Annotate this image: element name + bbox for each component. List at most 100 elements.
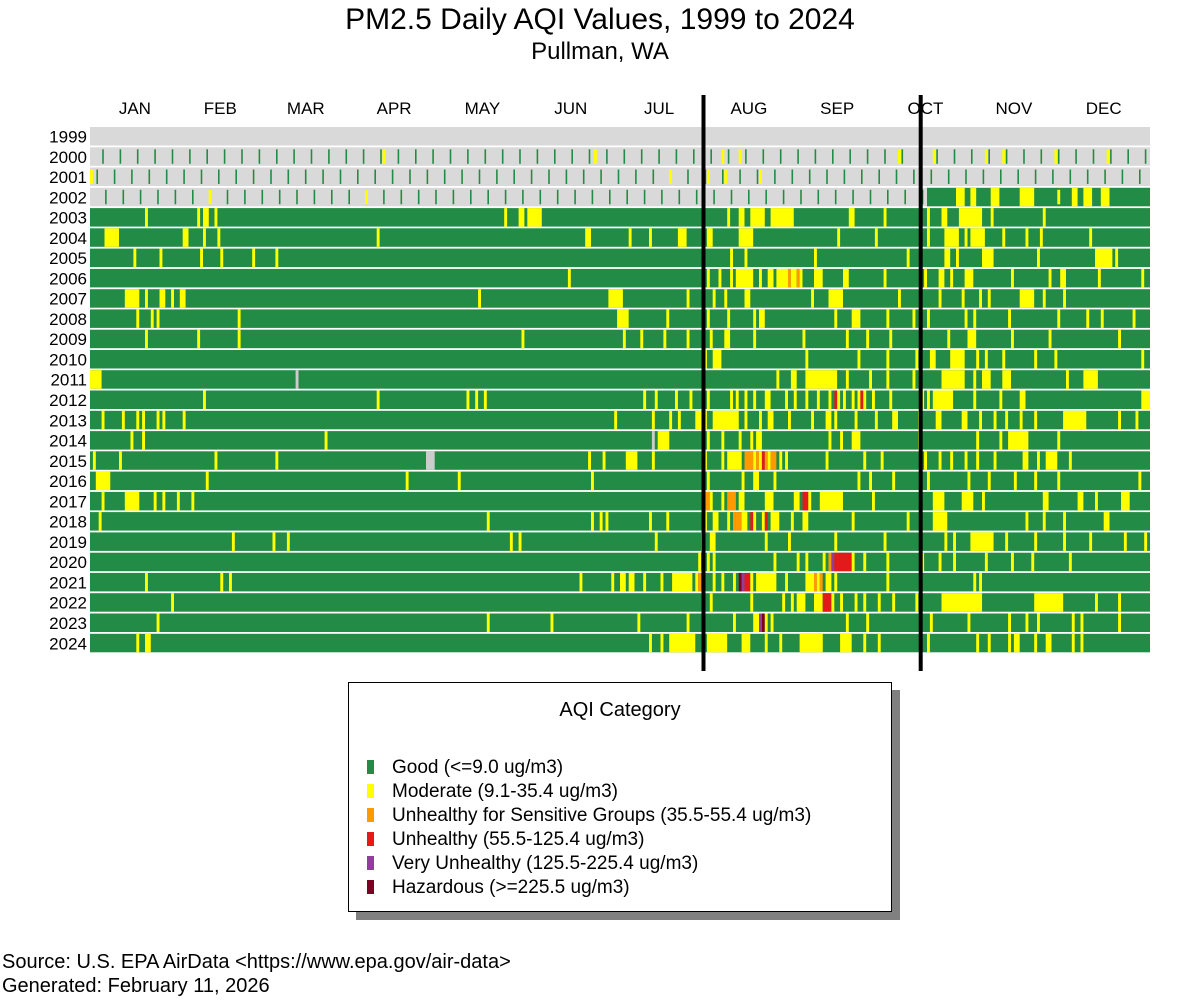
day-cell — [661, 189, 663, 205]
day-cell — [878, 169, 880, 184]
day-cell — [730, 248, 733, 268]
day-cell — [1008, 633, 1011, 653]
day-cell — [150, 309, 154, 328]
day-cell — [927, 309, 930, 328]
month-label-sep: SEP — [820, 99, 854, 118]
day-cell — [521, 329, 525, 349]
day-cell — [1063, 410, 1087, 430]
day-cell — [237, 309, 241, 328]
day-cell — [162, 410, 166, 430]
day-cell — [785, 451, 788, 470]
day-cell — [802, 329, 806, 349]
day-cell — [938, 451, 942, 470]
day-cell — [973, 309, 977, 328]
day-cell — [470, 189, 472, 205]
day-cell — [208, 189, 212, 205]
day-cell — [872, 491, 875, 511]
day-cell — [741, 572, 745, 592]
day-cell — [802, 512, 809, 531]
day-cell — [877, 633, 881, 653]
day-cell — [113, 169, 116, 184]
day-cell — [834, 390, 838, 409]
day-cell — [848, 208, 855, 227]
day-cell — [721, 451, 725, 470]
day-cell — [814, 149, 817, 164]
day-cell — [863, 552, 867, 572]
day-cell — [776, 370, 780, 389]
day-cell — [800, 189, 802, 205]
day-cell — [860, 390, 864, 409]
day-cell — [295, 370, 299, 389]
day-cell — [840, 593, 843, 612]
legend-swatch-unhealthy — [367, 832, 374, 846]
month-label-apr: APR — [377, 99, 412, 118]
day-cell — [605, 512, 609, 531]
day-cell — [958, 208, 983, 227]
day-cell — [831, 552, 835, 572]
day-cell — [857, 471, 861, 491]
day-cell — [217, 228, 221, 247]
day-cell — [98, 512, 102, 531]
day-cell — [339, 169, 342, 184]
day-cell — [565, 169, 568, 184]
day-cell — [805, 370, 838, 389]
day-cell — [892, 593, 896, 612]
day-cell — [313, 189, 316, 205]
day-cell — [105, 189, 107, 205]
year-row-2014: 2014 — [49, 431, 1150, 451]
day-cell — [643, 572, 647, 592]
day-cell — [927, 390, 930, 409]
day-cell — [709, 329, 713, 349]
day-cell — [136, 633, 140, 653]
year-row-2010: 2010 — [49, 350, 1150, 370]
day-cell — [96, 169, 98, 184]
day-cell — [851, 390, 855, 409]
day-cell — [927, 228, 930, 247]
day-cell — [145, 208, 148, 227]
day-cell — [588, 149, 591, 164]
day-cell — [837, 390, 841, 409]
day-cell — [706, 431, 710, 450]
day-cell — [153, 491, 157, 511]
day-cell — [709, 593, 713, 612]
day-cell — [139, 189, 142, 205]
day-cell — [852, 189, 854, 205]
day-cell — [1144, 149, 1147, 164]
day-cell — [1019, 410, 1023, 430]
day-cell — [819, 491, 843, 511]
day-cell — [675, 390, 678, 409]
day-cell — [759, 451, 762, 470]
day-cell — [1060, 268, 1066, 288]
day-cell — [984, 149, 988, 164]
day-cell — [376, 390, 380, 409]
day-cell — [432, 149, 434, 164]
legend-label-good: Good (<=9.0 ug/m3) — [392, 757, 564, 778]
day-cell — [698, 572, 702, 592]
legend-swatch-good — [367, 760, 374, 774]
day-cell — [741, 512, 748, 531]
day-cell — [686, 613, 690, 632]
day-cell — [730, 189, 733, 205]
day-cell — [721, 491, 725, 511]
year-row-2004: 2004 — [49, 228, 1150, 248]
day-cell — [391, 169, 394, 184]
day-cell — [999, 390, 1003, 409]
day-cell — [591, 512, 594, 531]
day-cell — [156, 613, 160, 632]
day-cell — [788, 410, 791, 430]
day-cell — [976, 431, 980, 450]
day-cell — [927, 633, 930, 653]
day-cell — [947, 329, 951, 349]
row-background — [90, 268, 1150, 288]
day-cell — [828, 289, 843, 308]
day-cell — [886, 309, 890, 328]
day-cell — [654, 390, 658, 409]
day-cell — [898, 149, 901, 164]
day-cell — [693, 149, 695, 164]
day-cell — [617, 309, 629, 328]
day-cell — [1057, 471, 1061, 491]
day-cell — [849, 149, 851, 164]
day-cell — [935, 410, 942, 430]
day-cell — [1110, 149, 1112, 164]
year-label-2004: 2004 — [49, 229, 87, 248]
